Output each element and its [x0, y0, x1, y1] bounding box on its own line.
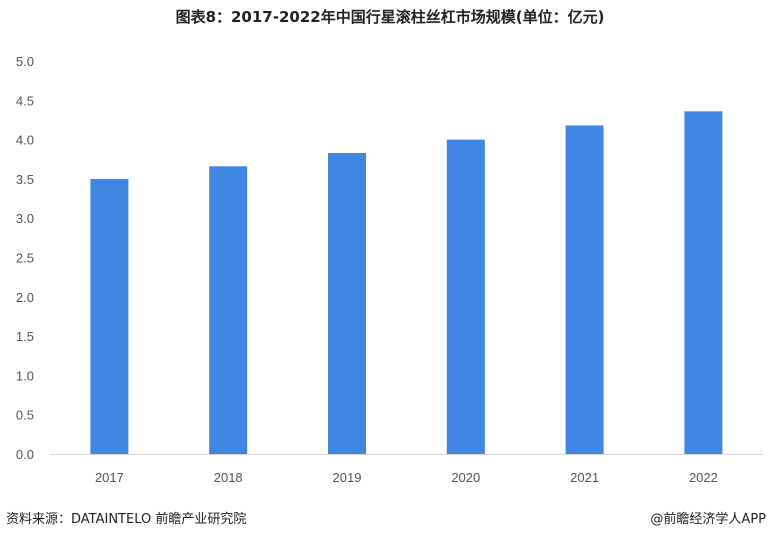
y-tick-label: 3.5	[16, 172, 34, 187]
bar-2021	[565, 125, 604, 455]
y-tick-label: 0.5	[16, 408, 34, 423]
y-tick-label: 1.0	[16, 368, 34, 383]
x-tick-label: 2021	[570, 470, 599, 485]
bar-2018	[209, 166, 248, 454]
chart-title: 图表8：2017-2022年中国行星滚柱丝杠市场规模(单位：亿元)	[175, 8, 605, 26]
y-tick-label: 5.0	[16, 54, 34, 69]
y-tick-label: 3.0	[16, 211, 34, 226]
y-tick-label: 4.0	[16, 133, 34, 148]
credit-note: @前瞻经济学人APP	[650, 512, 766, 527]
y-tick-label: 2.0	[16, 290, 34, 305]
x-tick-label: 2018	[214, 470, 243, 485]
bar-2019	[328, 152, 366, 454]
y-tick-label: 0.0	[16, 447, 34, 462]
y-tick-label: 2.5	[16, 251, 34, 266]
y-tick-label: 4.5	[16, 93, 34, 108]
x-tick-label: 2022	[689, 470, 718, 485]
source-note: 资料来源：DATAINTELO 前瞻产业研究院	[6, 512, 247, 527]
x-tick-label: 2020	[451, 470, 480, 485]
bar-2022	[684, 111, 723, 454]
bar-2017	[90, 178, 129, 454]
bar-2020	[446, 139, 485, 454]
x-tick-label: 2017	[95, 470, 124, 485]
x-tick-label: 2019	[333, 470, 362, 485]
y-tick-label: 1.5	[16, 329, 34, 344]
